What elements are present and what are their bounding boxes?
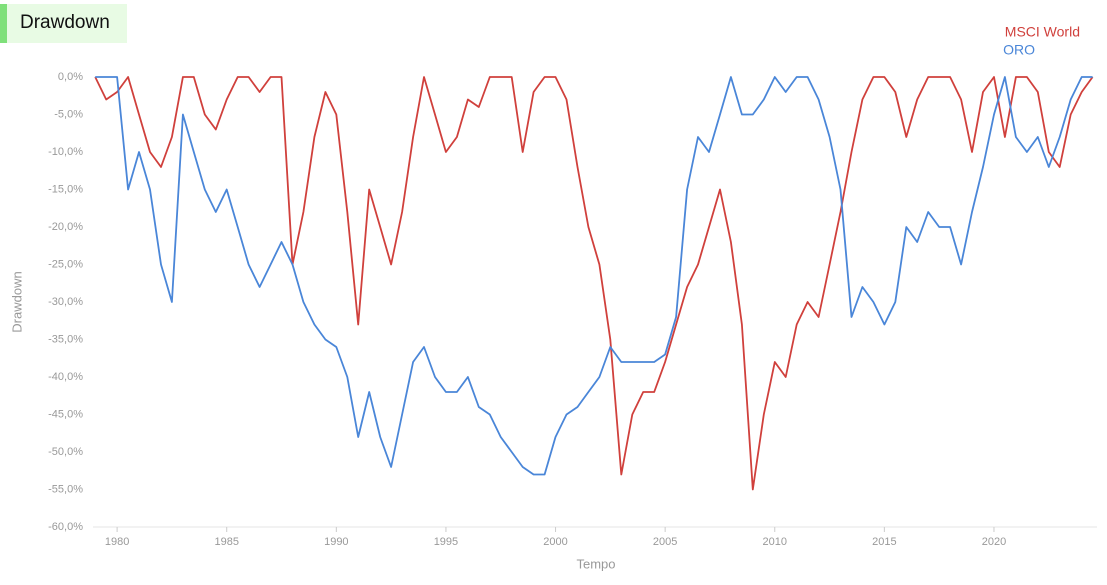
y-tick-label: -20,0%: [48, 221, 83, 233]
y-tick-label: 0,0%: [58, 71, 83, 83]
y-tick-label: -55,0%: [48, 483, 83, 495]
title-box: [0, 4, 127, 43]
x-tick-label: 2005: [653, 536, 677, 548]
y-tick-label: -10,0%: [48, 146, 83, 158]
legend-entry: MSCI World: [1005, 24, 1080, 40]
y-tick-label: -40,0%: [48, 371, 83, 383]
x-tick-label: 1980: [105, 536, 129, 548]
y-tick-label: -25,0%: [48, 258, 83, 270]
y-tick-label: -50,0%: [48, 446, 83, 458]
title-accent: [0, 4, 7, 43]
line-series: [94, 76, 1094, 491]
y-tick-label: -60,0%: [48, 521, 83, 533]
x-tick-label: 2015: [872, 536, 896, 548]
x-tick-label: 1985: [214, 536, 238, 548]
x-tick-label: 2020: [982, 536, 1006, 548]
chart-title: Drawdown: [20, 12, 110, 33]
x-tick-label: 1995: [434, 536, 458, 548]
x-axis-title: Tempo: [576, 556, 615, 571]
y-axis-title: Drawdown: [9, 271, 24, 332]
line-series: [95, 76, 1093, 476]
y-tick-label: -30,0%: [48, 296, 83, 308]
y-tick-label: -45,0%: [48, 408, 83, 420]
x-tick-label: 1990: [324, 536, 348, 548]
x-tick-label: 2000: [543, 536, 567, 548]
legend-entry: ORO: [1003, 42, 1035, 58]
x-tick-label: 2010: [763, 536, 787, 548]
y-tick-label: -15,0%: [48, 183, 83, 195]
y-tick-label: -5,0%: [54, 108, 83, 120]
y-tick-label: -35,0%: [48, 333, 83, 345]
